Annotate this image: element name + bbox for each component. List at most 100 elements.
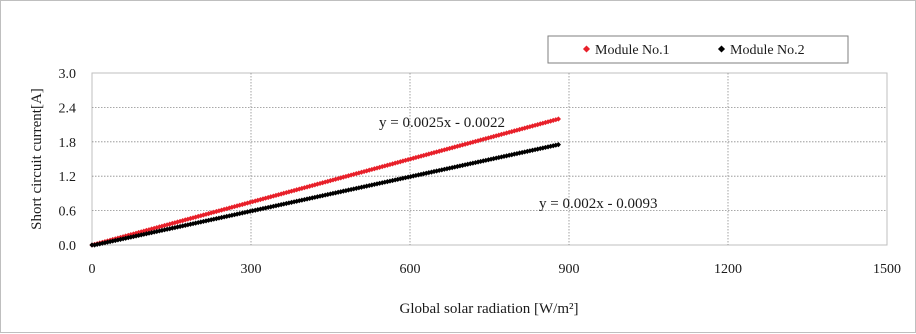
- data-point: [532, 122, 538, 128]
- data-point: [457, 163, 463, 169]
- data-point: [307, 183, 313, 189]
- data-point: [312, 194, 318, 200]
- data-point: [325, 178, 331, 184]
- data-point: [535, 146, 541, 152]
- y-tick-label: 3.0: [59, 67, 77, 82]
- data-point: [537, 121, 543, 127]
- data-point: [535, 121, 541, 128]
- data-point: [444, 166, 450, 172]
- y-tick-label: 1.2: [59, 170, 77, 185]
- data-point: [555, 142, 561, 148]
- data-point: [553, 117, 559, 123]
- data-point: [434, 149, 440, 155]
- data-point: [348, 186, 354, 193]
- data-point: [281, 190, 287, 196]
- data-point: [335, 175, 341, 182]
- data-point: [524, 124, 530, 131]
- data-point: [514, 150, 520, 157]
- data-point: [402, 175, 409, 181]
- data-point: [426, 151, 432, 157]
- data-point: [312, 182, 318, 188]
- data-point: [257, 196, 264, 203]
- data-point: [314, 194, 321, 200]
- data-point: [392, 177, 398, 183]
- x-tick-label: 300: [241, 262, 262, 277]
- data-point: [501, 153, 507, 159]
- data-point: [348, 172, 354, 178]
- data-point: [338, 175, 344, 181]
- data-point: [537, 145, 543, 152]
- data-point: [488, 134, 494, 140]
- data-point: [340, 188, 346, 194]
- data-point: [304, 196, 310, 202]
- x-tick-label: 600: [400, 262, 421, 277]
- data-point: [389, 177, 396, 184]
- data-point: [340, 174, 346, 180]
- data-point: [351, 186, 357, 192]
- data-point: [470, 139, 476, 145]
- data-point: [91, 242, 98, 248]
- data-point: [369, 182, 375, 188]
- data-point: [478, 137, 484, 143]
- data-point: [301, 196, 308, 203]
- data-point: [400, 175, 406, 181]
- data-point: [478, 158, 484, 165]
- x-axis-title: Global solar radiation [W/m²]: [399, 301, 578, 317]
- data-point: [491, 133, 497, 140]
- data-point: [301, 185, 308, 191]
- data-point: [291, 199, 297, 205]
- data-point: [446, 165, 453, 171]
- data-point: [268, 204, 274, 210]
- data-point: [257, 206, 264, 212]
- trendline-label-module-2: y = 0.002x - 0.0093: [539, 196, 657, 212]
- data-point: [358, 184, 365, 190]
- data-point: [400, 158, 406, 164]
- data-point: [423, 170, 429, 176]
- data-point: [270, 203, 276, 209]
- data-point: [470, 160, 476, 166]
- legend-label-module-1: Module No.1: [595, 43, 670, 58]
- x-tick-label: 1200: [714, 262, 742, 277]
- data-point: [392, 160, 398, 166]
- data-point: [268, 194, 274, 200]
- data-point: [439, 147, 445, 154]
- legend-marker-module-2: [717, 45, 726, 53]
- data-point: [345, 173, 352, 179]
- data-point: [545, 119, 551, 125]
- data-point: [296, 198, 302, 204]
- data-points: [89, 116, 561, 248]
- data-point: [351, 171, 357, 177]
- legend: Module No.1 Module No.2: [547, 35, 849, 64]
- legend-box: [547, 35, 849, 64]
- data-point: [345, 187, 352, 193]
- data-point: [423, 152, 429, 158]
- data-point: [389, 161, 396, 167]
- data-point: [413, 154, 419, 161]
- data-point: [307, 195, 313, 202]
- data-point: [89, 242, 95, 248]
- data-point: [524, 148, 530, 154]
- data-point: [426, 170, 432, 176]
- data-point: [356, 170, 362, 176]
- data-point: [527, 148, 533, 154]
- y-tick-label: 2.4: [59, 101, 77, 116]
- data-point: [314, 181, 321, 187]
- data-point: [436, 167, 442, 174]
- data-point: [480, 158, 486, 164]
- data-point: [296, 186, 302, 192]
- data-point: [516, 150, 523, 156]
- data-point: [395, 176, 401, 182]
- data-point: [501, 131, 507, 137]
- data-point: [338, 189, 344, 195]
- data-point: [491, 156, 497, 162]
- data-point: [467, 161, 473, 167]
- data-point: [436, 148, 442, 154]
- data-point: [548, 118, 554, 124]
- data-point: [94, 241, 100, 248]
- data-point: [358, 169, 365, 175]
- legend-label-module-2: Module No.2: [730, 43, 805, 58]
- data-point: [488, 156, 494, 162]
- data-point: [527, 124, 533, 130]
